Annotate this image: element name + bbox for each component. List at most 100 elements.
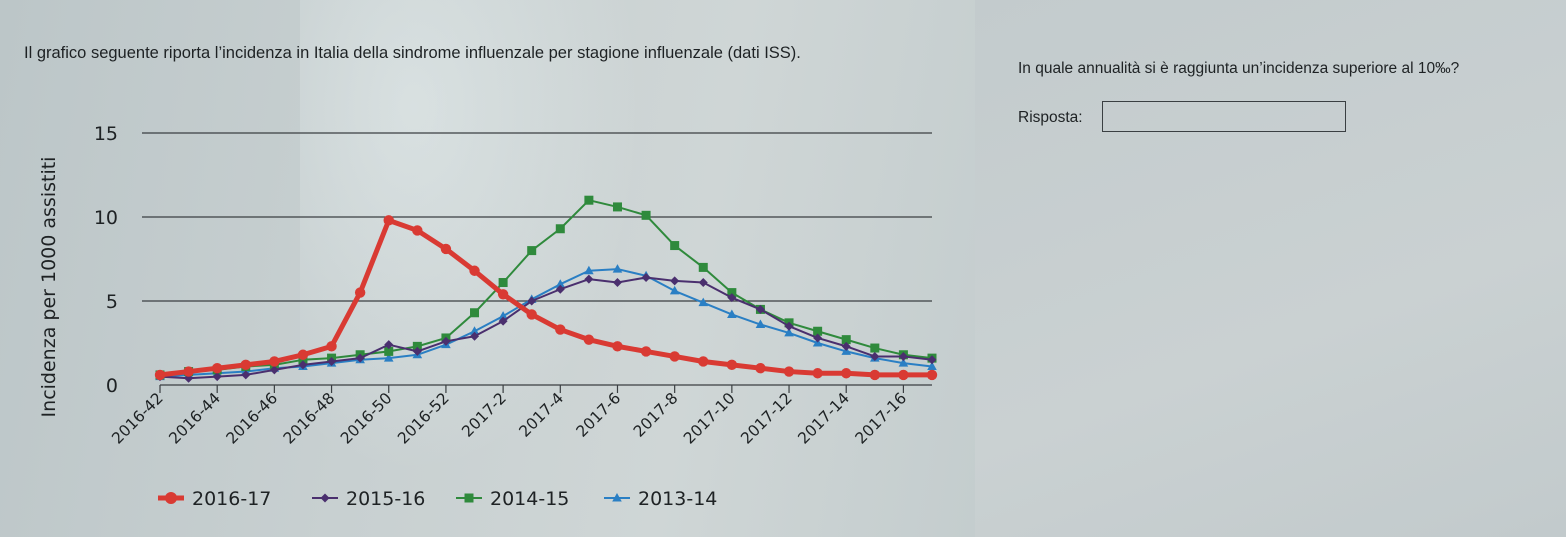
point-2016-17	[698, 356, 709, 367]
x-tick-label: 2016-44	[165, 389, 224, 448]
x-tick-label: 2016-48	[280, 389, 339, 448]
point-2015-16	[870, 351, 880, 361]
point-2015-16	[355, 353, 365, 363]
point-2016-17	[640, 346, 652, 357]
point-2015-16	[241, 370, 251, 380]
point-2014-15	[584, 195, 594, 205]
point-2014-15	[698, 262, 708, 272]
point-2016-17	[612, 341, 623, 352]
point-2015-16	[412, 346, 422, 356]
x-tick-label: 2017-4	[516, 389, 568, 441]
legend-label-2016-17: 2016-17	[192, 488, 271, 510]
point-2016-17	[354, 287, 366, 298]
point-2014-15	[555, 224, 565, 234]
point-2013-14	[469, 326, 480, 335]
point-2015-16	[555, 284, 565, 294]
point-2015-16	[527, 296, 537, 306]
point-2015-16	[727, 293, 737, 303]
x-tick-label: 2017-12	[737, 389, 796, 448]
point-2015-16	[670, 276, 680, 286]
point-2013-14	[755, 319, 766, 329]
point-2016-17	[555, 324, 566, 335]
answer-input[interactable]	[1102, 101, 1346, 132]
point-2016-17	[841, 368, 852, 379]
point-2016-17	[440, 243, 452, 255]
answer-label: Risposta:	[1018, 109, 1083, 126]
point-2016-17	[755, 363, 766, 374]
point-2016-17	[469, 265, 480, 276]
x-tick-label: 2017-10	[680, 389, 739, 448]
point-2015-16	[813, 333, 823, 343]
point-2016-17	[926, 369, 938, 381]
point-2014-15	[727, 288, 737, 298]
point-2016-17	[497, 289, 509, 300]
x-tick-label: 2016-42	[108, 389, 167, 448]
point-2016-17	[211, 363, 223, 374]
point-2016-17	[583, 334, 595, 345]
series-layer	[154, 195, 938, 383]
point-2015-16	[298, 360, 308, 370]
y-axis: 0 5 10 15 Incidenza per 1000 assistiti	[38, 123, 118, 417]
point-2014-15	[841, 335, 851, 345]
y-axis-title: Incidenza per 1000 assistiti	[38, 157, 60, 418]
point-2016-17	[812, 368, 823, 379]
x-tick-label: 2017-8	[630, 389, 682, 441]
point-2015-16	[498, 316, 508, 326]
point-2013-14	[498, 311, 508, 320]
point-2015-16	[327, 356, 337, 366]
y-tick-label: 15	[94, 123, 118, 145]
legend-marker-2015-16	[320, 493, 330, 503]
y-tick-label: 10	[94, 207, 118, 229]
x-tick-label: 2017-16	[852, 389, 911, 448]
point-2014-15	[384, 346, 394, 356]
legend-marker-2013-14	[612, 493, 622, 502]
point-2015-16	[698, 278, 708, 288]
legend-marker-2014-15	[464, 493, 474, 503]
y-tick-label: 0	[106, 375, 118, 397]
series-line-2014-15	[159, 199, 933, 376]
legend-label-2013-14: 2013-14	[638, 488, 717, 510]
point-2016-17	[726, 359, 738, 371]
point-2015-16	[584, 274, 594, 284]
x-tick-label: 2017-14	[795, 389, 854, 448]
point-2014-15	[641, 210, 651, 220]
point-2013-14	[612, 264, 623, 273]
point-2014-15	[870, 343, 880, 353]
point-2015-16	[612, 278, 622, 288]
point-2015-16	[841, 341, 851, 351]
point-2015-16	[441, 336, 451, 346]
point-2015-16	[212, 372, 222, 382]
point-2015-16	[641, 272, 651, 282]
point-2013-14	[383, 353, 394, 362]
point-2013-14	[698, 297, 709, 307]
incidence-line-chart: 0 5 10 15 Incidenza per 1000 assistiti 2016-…	[38, 123, 938, 510]
point-2016-17	[154, 369, 166, 381]
point-2013-14	[555, 279, 566, 288]
point-2013-14	[784, 327, 794, 337]
point-2014-15	[612, 202, 622, 212]
point-2014-15	[813, 326, 823, 336]
grid-layer	[142, 132, 932, 302]
point-2016-17	[869, 369, 881, 381]
point-2015-16	[784, 321, 794, 331]
point-2016-17	[526, 309, 537, 320]
x-tick-label: 2016-46	[223, 389, 282, 448]
point-2016-17	[183, 366, 194, 377]
point-2014-15	[498, 278, 508, 288]
point-2013-14	[898, 358, 909, 367]
legend: 2016-17 2015-16 2014-15 2013-14	[158, 488, 717, 510]
point-2014-15	[470, 308, 480, 318]
series-line-2015-16	[159, 276, 933, 380]
series-line-2016-17	[157, 217, 935, 378]
point-2015-16	[269, 365, 279, 375]
point-2014-15	[527, 246, 537, 256]
point-2014-15	[670, 241, 680, 251]
point-2015-16	[470, 331, 480, 341]
point-2016-17	[898, 369, 909, 381]
point-2016-17	[669, 351, 680, 362]
legend-marker-2016-17	[165, 492, 177, 504]
legend-label-2015-16: 2015-16	[346, 488, 425, 510]
x-axis: 2016-422016-442016-462016-482016-502016-…	[108, 384, 932, 448]
background-right	[975, 0, 1566, 537]
point-2013-14	[927, 361, 937, 371]
